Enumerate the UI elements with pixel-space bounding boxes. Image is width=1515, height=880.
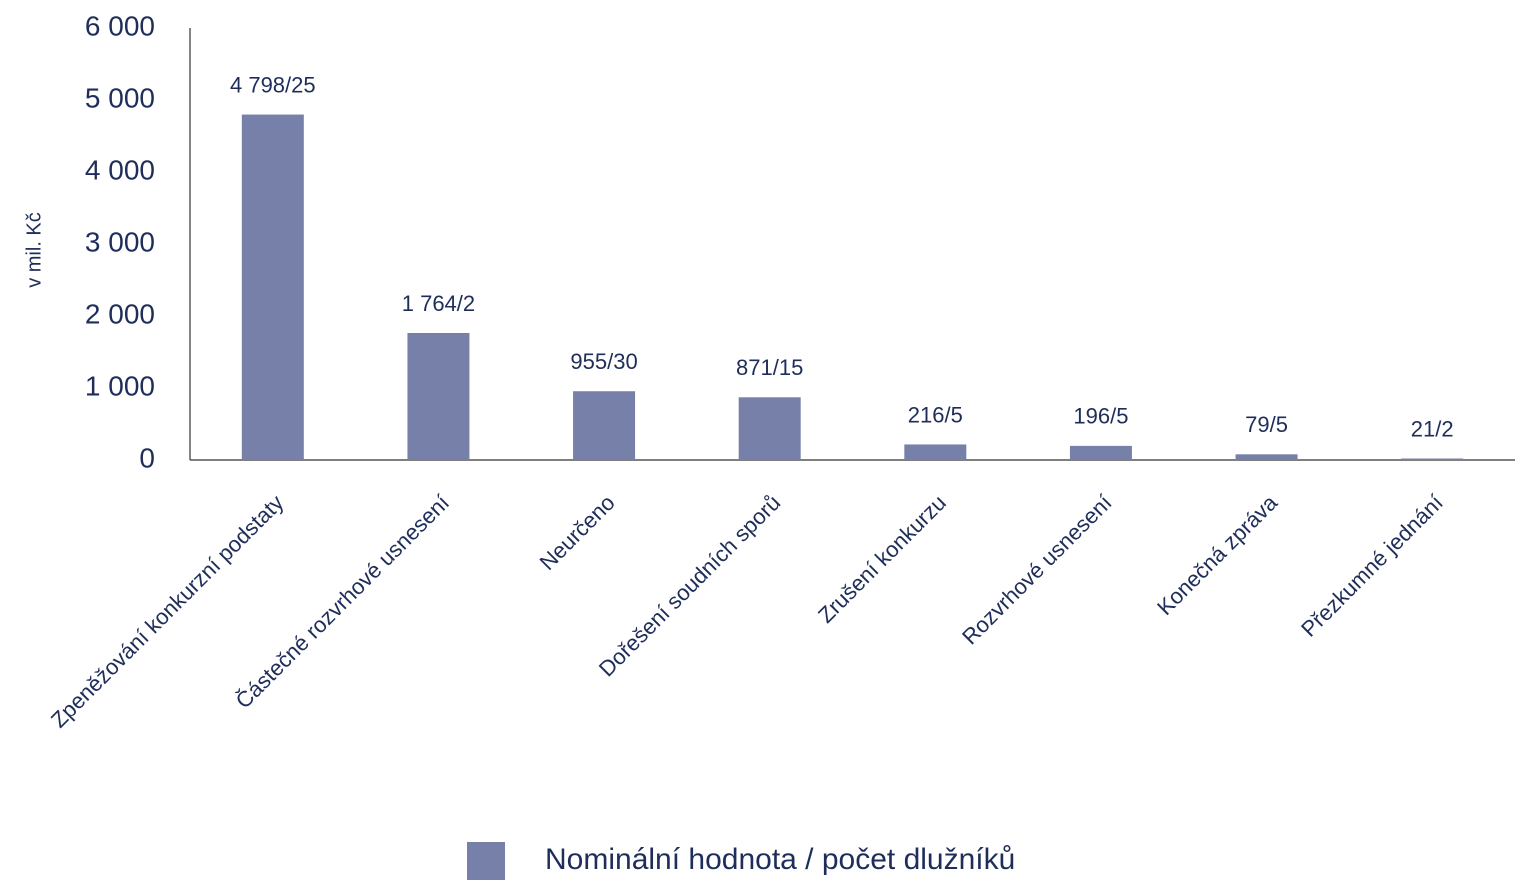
x-tick-label: Dořešení soudních sporů <box>594 490 786 682</box>
bar <box>1401 458 1464 460</box>
bar <box>573 391 636 460</box>
value-label: 4 798/25 <box>230 72 316 97</box>
x-tick-label: Neurčeno <box>535 490 620 575</box>
value-label: 21/2 <box>1411 416 1454 441</box>
y-tick-label: 6 000 <box>85 10 155 41</box>
value-label: 196/5 <box>1073 404 1128 429</box>
x-tick-label: Přezkumné jednání <box>1296 490 1448 642</box>
value-label: 79/5 <box>1245 412 1288 437</box>
bar <box>904 444 967 460</box>
legend-swatch <box>467 842 505 880</box>
y-tick-label: 3 000 <box>85 226 155 257</box>
y-axis-label: v mil. Kč <box>23 212 45 288</box>
bar <box>738 397 801 460</box>
legend-label: Nominální hodnota / počet dlužníků <box>545 843 1015 876</box>
y-tick-label: 1 000 <box>85 370 155 401</box>
y-tick-label: 0 <box>139 442 155 473</box>
bar <box>241 114 304 460</box>
x-tick-label: Zrušení konkurzu <box>813 490 951 628</box>
bar <box>1069 445 1132 460</box>
y-tick-label: 4 000 <box>85 154 155 185</box>
value-label: 955/30 <box>570 349 637 374</box>
x-tick-label: Konečná zpráva <box>1152 489 1283 620</box>
bar <box>407 332 470 460</box>
x-tick-label: Rozvrhové usnesení <box>957 490 1116 649</box>
value-label: 216/5 <box>908 402 963 427</box>
bar <box>1235 454 1298 460</box>
value-label: 1 764/2 <box>402 291 475 316</box>
y-tick-label: 2 000 <box>85 298 155 329</box>
y-tick-label: 5 000 <box>85 82 155 113</box>
value-label: 871/15 <box>736 355 803 380</box>
